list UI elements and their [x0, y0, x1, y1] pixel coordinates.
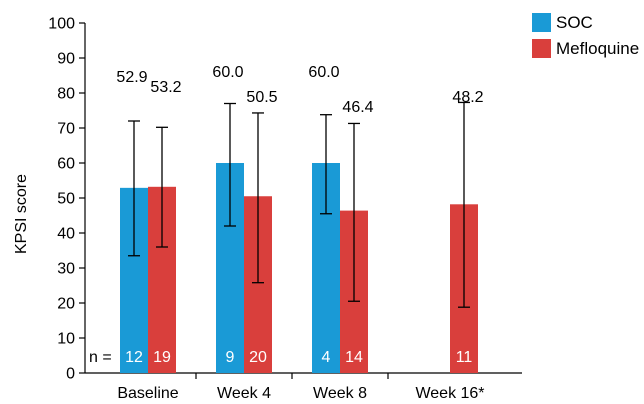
data-label: 50.5 — [246, 89, 277, 106]
legend-label-mefloquine: Mefloquine — [556, 39, 639, 58]
y-tick-label: 100 — [48, 16, 75, 33]
data-label: 46.4 — [342, 99, 373, 116]
y-tick-label: 70 — [57, 121, 75, 138]
n-count-label: 19 — [153, 349, 171, 366]
y-tick-label: 60 — [57, 156, 75, 173]
y-tick-label: 0 — [66, 366, 75, 383]
n-count-label: 12 — [125, 349, 143, 366]
data-label: 60.0 — [212, 64, 243, 81]
x-tick-label: Week 8 — [313, 385, 367, 402]
legend-swatch-mefloquine — [532, 39, 551, 58]
y-tick-label: 20 — [57, 296, 75, 313]
y-tick-label: 10 — [57, 331, 75, 348]
legend-swatch-soc — [532, 13, 551, 32]
n-count-label: 14 — [345, 349, 363, 366]
n-count-label: 20 — [249, 349, 267, 366]
legend-label-soc: SOC — [556, 13, 593, 32]
n-count-label: 11 — [456, 349, 473, 366]
data-label: 52.9 — [116, 69, 147, 86]
x-tick-label: Week 16* — [415, 385, 484, 402]
n-prefix-label: n = — [89, 349, 112, 366]
y-axis-title: KPSI score — [13, 174, 30, 254]
y-tick-label: 40 — [57, 226, 75, 243]
x-tick-label: Week 4 — [217, 385, 271, 402]
data-label: 48.2 — [452, 89, 483, 106]
n-count-label: 4 — [322, 349, 331, 366]
y-tick-label: 90 — [57, 51, 75, 68]
y-tick-label: 30 — [57, 261, 75, 278]
y-tick-label: 50 — [57, 191, 75, 208]
x-tick-label: Baseline — [117, 385, 178, 402]
legend: SOC Mefloquine — [532, 13, 639, 58]
y-tick-label: 80 — [57, 86, 75, 103]
data-label: 60.0 — [308, 64, 339, 81]
plot-area: 0 10 20 30 40 50 60 70 80 90 100 Baseline Week 4 Week… — [48, 16, 522, 402]
n-count-label: 9 — [226, 349, 235, 366]
data-label: 53.2 — [150, 79, 181, 96]
